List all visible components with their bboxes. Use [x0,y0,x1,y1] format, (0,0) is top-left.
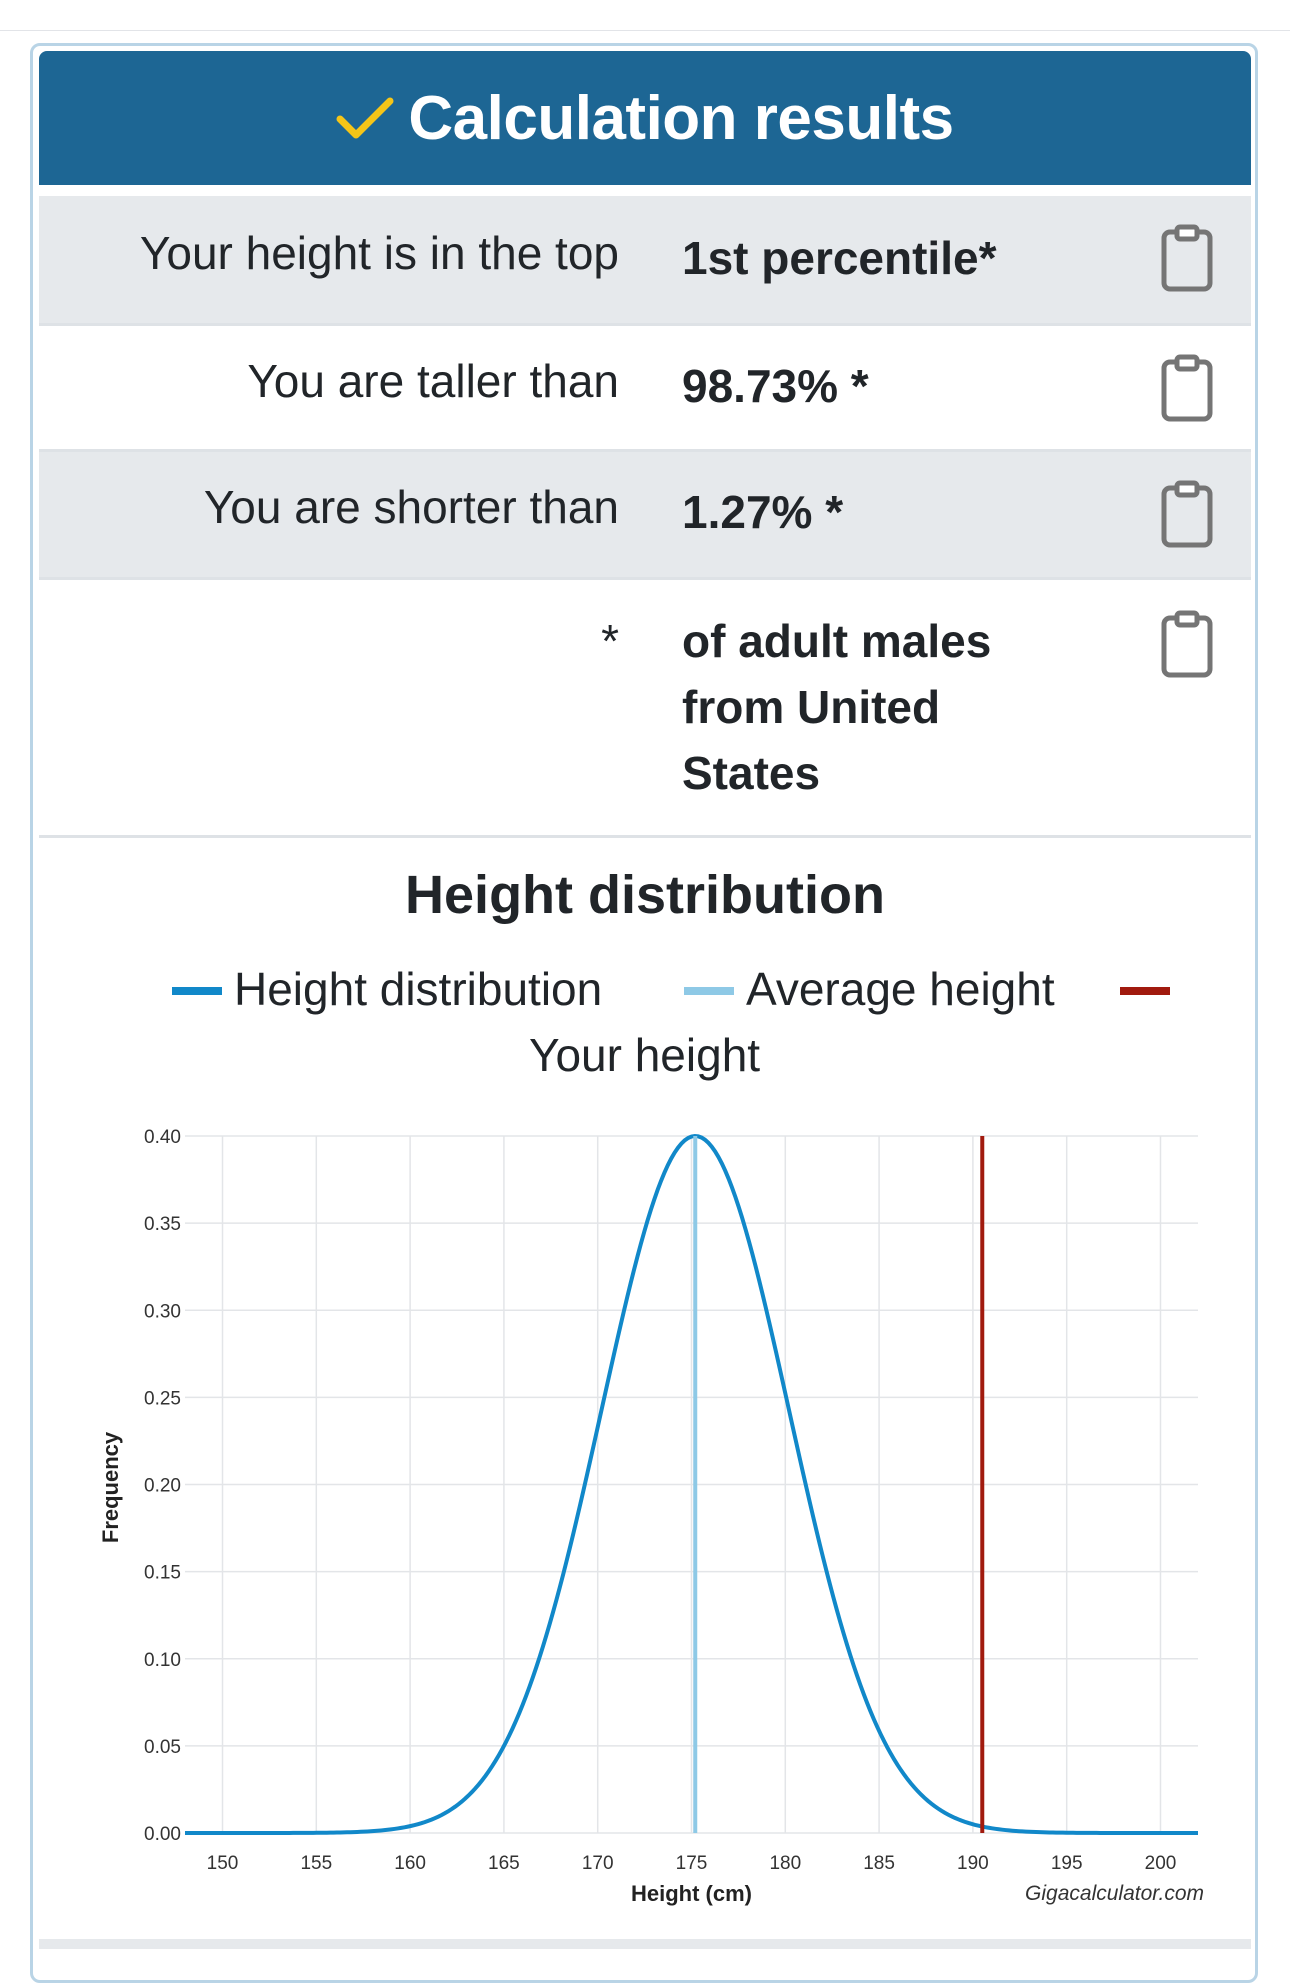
y-tick-label: 0.25 [144,1388,181,1409]
result-row-taller: You are taller than 98.73% * [39,326,1251,452]
population-note-line: of adult males [682,615,992,667]
legend-label-distribution[interactable]: Height distribution [234,963,603,1015]
panel-header: Calculation results [39,51,1251,185]
legend-label-your-height[interactable]: Your height [529,1029,761,1081]
legend-label-average[interactable]: Average height [746,963,1055,1015]
x-tick-label: 200 [1145,1853,1177,1874]
clipboard-icon[interactable] [1161,610,1213,678]
y-tick-label: 0.15 [144,1563,181,1584]
legend-swatch-average [684,987,734,995]
bottom-divider [39,1939,1251,1949]
chart-credit[interactable]: Gigacalculator.com [1025,1882,1204,1905]
y-tick-label: 0.20 [144,1476,181,1497]
y-axis-title: Frequency [98,1431,123,1543]
result-value: 1st percentile* [682,232,997,284]
legend-swatch-distribution [172,987,222,995]
top-divider [0,0,1290,31]
x-tick-label: 165 [488,1853,520,1874]
population-note-line: from United [682,681,941,733]
clipboard-icon[interactable] [1161,354,1213,422]
result-label: Your height is in the top [139,227,619,279]
x-tick-label: 155 [300,1853,332,1874]
population-note: of adult males from United States [682,608,991,806]
result-row-population: * of adult males from United States [39,580,1251,838]
y-tick-label: 0.40 [144,1127,181,1148]
result-value: 98.73% * [682,360,869,412]
population-note-line: States [682,747,821,799]
result-label: You are shorter than [203,481,619,533]
chart-series [185,1133,1198,1835]
result-label: You are taller than [247,355,619,407]
x-tick-label: 195 [1051,1853,1083,1874]
y-tick-label: 0.30 [144,1301,181,1322]
checkmark-icon [336,97,394,139]
x-tick-label: 185 [863,1853,895,1874]
y-tick-label: 0.05 [144,1737,181,1758]
x-tick-label: 180 [769,1853,801,1874]
x-axis-title: Height (cm) [631,1881,752,1906]
x-tick-label: 150 [207,1853,239,1874]
result-row-percentile: Your height is in the top 1st percentile… [39,196,1251,326]
result-row-shorter: You are shorter than 1.27% * [39,452,1251,580]
chart-axis-ticks: 0.00 0.05 0.10 0.15 0.20 0.25 0.30 0.35 0.40 150 1… [144,1127,1176,1874]
series-line-height-distribution [185,1133,1198,1835]
clipboard-icon[interactable] [1161,480,1213,548]
footnote-marker: * [601,615,619,667]
clipboard-icon[interactable] [1161,224,1213,292]
y-tick-label: 0.35 [144,1214,181,1235]
x-tick-label: 160 [394,1853,426,1874]
result-value: 1.27% * [682,486,844,538]
legend-swatch-your-height [1120,987,1170,995]
panel-title: Calculation results [408,83,954,153]
y-tick-label: 0.00 [144,1824,181,1845]
chart-grid [185,1135,1198,1834]
y-tick-label: 0.10 [144,1650,181,1671]
x-tick-label: 190 [957,1853,989,1874]
x-tick-label: 170 [582,1853,614,1874]
chart-title: Height distribution [405,865,885,925]
x-tick-label: 175 [676,1853,708,1874]
